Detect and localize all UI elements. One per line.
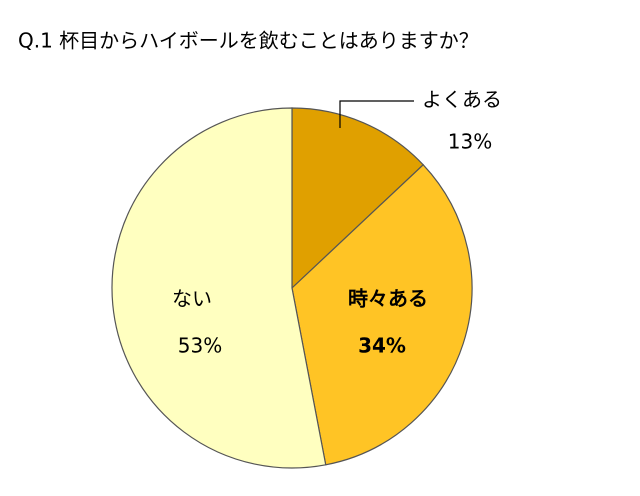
chart-title: Q.1 杯目からハイボールを飲むことはありますか？ xyxy=(18,29,479,53)
slice-label: 時々ある xyxy=(348,287,428,311)
pie-slice xyxy=(291,107,425,290)
value-label: 13% xyxy=(448,130,492,154)
pie-slice xyxy=(291,163,473,466)
value-label: 34% xyxy=(358,334,406,358)
slice-label: ない xyxy=(172,287,212,311)
value-label: 53% xyxy=(178,334,222,358)
pie-slice xyxy=(111,107,327,469)
leader-line xyxy=(339,100,414,128)
slice-label: よくある xyxy=(422,88,502,112)
